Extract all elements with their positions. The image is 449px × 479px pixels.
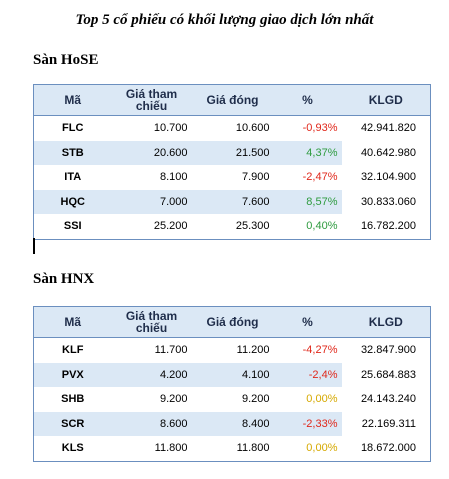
change-percent: -0,93% <box>302 122 338 135</box>
close-price: 11.200 <box>236 344 270 357</box>
change-percent: -4,27% <box>302 344 338 357</box>
volume: 40.642.980 <box>341 140 431 165</box>
change-percent: 0,00% <box>273 436 342 462</box>
stock-code: SHB <box>33 387 112 412</box>
volume: 22.169.311 <box>341 411 431 436</box>
volume: 32.104.900 <box>341 165 431 190</box>
ref-price: 10.700 <box>153 122 188 135</box>
table-row: KLS 11.800 11.800 0,00% 18.672.000 <box>33 436 431 462</box>
header-ref-price: Giá tham chiếu <box>111 84 192 116</box>
table-row: FLC 10.700 10.600 -0,93% 42.941.820 <box>33 115 431 141</box>
header-volume: KLGD <box>341 84 431 116</box>
table-header-row: Mã Giá tham chiếu Giá đóng % KLGD <box>33 84 431 116</box>
ref-price: 7.000 <box>111 189 192 214</box>
header-ref-price: Giá tham chiếu <box>111 306 192 338</box>
close-price: 7.900 <box>241 171 270 184</box>
header-code: Mã <box>33 306 112 338</box>
ref-price: 25.200 <box>111 214 192 240</box>
table-row: PVX 4.200 4.100 -2,4% 25.684.883 <box>33 362 431 387</box>
ref-price: 9.200 <box>159 393 188 406</box>
table-row: HQC 7.000 7.600 8,57% 30.833.060 <box>33 189 431 214</box>
stock-code: KLF <box>33 337 112 363</box>
ref-price: 8.100 <box>159 171 188 184</box>
volume: 32.847.900 <box>341 337 431 363</box>
table-header-row: Mã Giá tham chiếu Giá đóng % KLGD <box>33 306 431 338</box>
table-row: SCR 8.600 8.400 -2,33% 22.169.311 <box>33 411 431 436</box>
stock-code: PVX <box>33 362 112 387</box>
stock-code: SCR <box>33 411 112 436</box>
table-row: SHB 9.200 9.200 0,00% 24.143.240 <box>33 387 431 412</box>
stock-code: STB <box>33 140 112 165</box>
header-percent: % <box>273 306 342 338</box>
close-price: 21.500 <box>191 140 274 165</box>
volume: 25.684.883 <box>341 362 431 387</box>
ref-price: 11.800 <box>111 436 192 462</box>
close-price: 11.800 <box>191 436 274 462</box>
header-percent: % <box>273 84 342 116</box>
page-title: Top 5 cổ phiếu có khối lượng giao dịch l… <box>75 12 374 28</box>
close-price: 8.400 <box>191 411 274 436</box>
header-close-price: Giá đóng <box>191 84 274 116</box>
hose-table: Mã Giá tham chiếu Giá đóng % KLGD FLC 10… <box>33 84 431 240</box>
ref-price: 11.700 <box>154 344 188 357</box>
change-percent: -2,4% <box>273 362 342 387</box>
header-volume: KLGD <box>341 306 431 338</box>
close-price: 7.600 <box>191 189 274 214</box>
stock-code: SSI <box>33 214 112 240</box>
volume: 30.833.060 <box>341 189 431 214</box>
table-row: STB 20.600 21.500 4,37% 40.642.980 <box>33 140 431 165</box>
header-close-price: Giá đóng <box>191 306 274 338</box>
text-cursor <box>33 238 35 254</box>
stock-code: ITA <box>33 165 112 190</box>
change-percent: 8,57% <box>273 189 342 214</box>
change-percent: -2,33% <box>273 411 342 436</box>
ref-price: 8.600 <box>111 411 192 436</box>
close-price: 25.300 <box>191 214 274 240</box>
stock-code: FLC <box>33 115 112 141</box>
close-price: 9.200 <box>241 393 270 406</box>
section-title-hose: Sàn HoSE <box>33 52 99 68</box>
hnx-table: Mã Giá tham chiếu Giá đóng % KLGD KLF 11… <box>33 306 431 462</box>
volume: 24.143.240 <box>341 387 431 412</box>
table-row: ITA 8.100 7.900 -2,47% 32.104.900 <box>33 165 431 190</box>
table-row: KLF 11.700 11.200 -4,27% 32.847.900 <box>33 337 431 363</box>
header-code: Mã <box>33 84 112 116</box>
stock-code: HQC <box>33 189 112 214</box>
stock-code: KLS <box>33 436 112 462</box>
close-price: 4.100 <box>191 362 274 387</box>
change-percent: 0,40% <box>273 214 342 240</box>
table-row: SSI 25.200 25.300 0,40% 16.782.200 <box>33 214 431 240</box>
volume: 16.782.200 <box>341 214 431 240</box>
close-price: 10.600 <box>235 122 270 135</box>
section-title-hnx: Sàn HNX <box>33 271 95 287</box>
volume: 18.672.000 <box>341 436 431 462</box>
change-percent: 0,00% <box>306 393 338 406</box>
ref-price: 4.200 <box>111 362 192 387</box>
volume: 42.941.820 <box>341 115 431 141</box>
change-percent: 4,37% <box>273 140 342 165</box>
change-percent: -2,47% <box>302 171 338 184</box>
ref-price: 20.600 <box>111 140 192 165</box>
